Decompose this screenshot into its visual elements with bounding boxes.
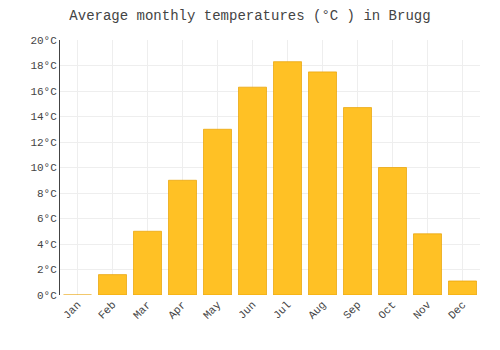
svg-text:10°C: 10°C xyxy=(30,162,57,174)
svg-text:May: May xyxy=(201,299,224,322)
svg-text:2°C: 2°C xyxy=(37,264,57,276)
svg-text:Feb: Feb xyxy=(96,299,118,321)
svg-text:Jul: Jul xyxy=(271,299,293,321)
svg-text:12°C: 12°C xyxy=(30,137,57,149)
svg-text:0°C: 0°C xyxy=(37,290,57,302)
svg-text:18°C: 18°C xyxy=(30,60,57,72)
svg-text:4°C: 4°C xyxy=(37,239,57,251)
svg-text:Dec: Dec xyxy=(446,299,468,321)
svg-text:Mar: Mar xyxy=(131,299,153,321)
svg-text:Apr: Apr xyxy=(166,299,188,321)
svg-text:16°C: 16°C xyxy=(30,86,57,98)
svg-text:6°C: 6°C xyxy=(37,213,57,225)
svg-text:Jun: Jun xyxy=(236,299,258,321)
svg-text:Aug: Aug xyxy=(306,299,328,321)
svg-text:Oct: Oct xyxy=(376,299,398,321)
svg-text:Average monthly temperatures (: Average monthly temperatures (°C ) in Br… xyxy=(69,8,430,24)
svg-text:Nov: Nov xyxy=(411,299,434,322)
svg-text:20°C: 20°C xyxy=(30,35,57,47)
svg-text:8°C: 8°C xyxy=(37,188,57,200)
svg-text:Sep: Sep xyxy=(341,299,363,321)
svg-text:14°C: 14°C xyxy=(30,111,57,123)
svg-text:Jan: Jan xyxy=(61,299,83,321)
